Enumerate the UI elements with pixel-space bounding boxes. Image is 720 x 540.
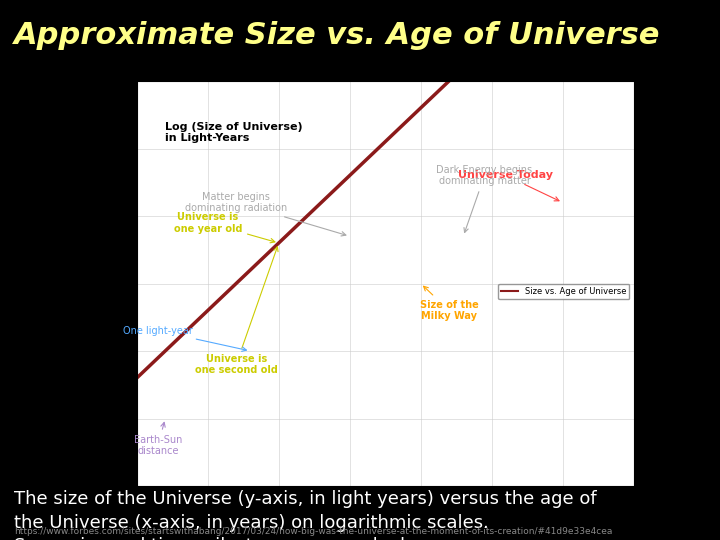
Text: Approximate Size vs. Age of Universe: Approximate Size vs. Age of Universe xyxy=(14,21,661,50)
Size vs. Age of Universe xyxy=(322,194,330,201)
Size vs. Age of Universe xyxy=(132,375,141,381)
Size vs. Age of Universe xyxy=(454,69,463,75)
Legend: Size vs. Age of Universe: Size vs. Age of Universe xyxy=(498,284,629,300)
Text: Size of the
Milky Way: Size of the Milky Way xyxy=(420,286,479,321)
Text: Universe is
one second old: Universe is one second old xyxy=(194,247,278,375)
Text: Universe is
one year old: Universe is one year old xyxy=(174,212,275,243)
Text: https://www.forbes.com/sites/startswithabang/2017/03/24/how-big-was-the-universe: https://www.forbes.com/sites/startswitha… xyxy=(14,528,613,536)
Line: Size vs. Age of Universe: Size vs. Age of Universe xyxy=(137,0,606,378)
Text: Log (Size of Universe)
in Light-Years: Log (Size of Universe) in Light-Years xyxy=(165,122,303,143)
Text: Universe Today: Universe Today xyxy=(459,171,559,201)
Size vs. Age of Universe xyxy=(506,19,515,26)
Size vs. Age of Universe xyxy=(498,28,506,34)
Text: Earth-Sun
distance: Earth-Sun distance xyxy=(134,422,182,456)
Size vs. Age of Universe xyxy=(180,329,189,336)
Text: One light-year: One light-year xyxy=(123,326,246,352)
X-axis label: Log (Age of Universe)
in Years: Log (Age of Universe) in Years xyxy=(325,511,446,532)
Text: Matter begins
dominating radiation: Matter begins dominating radiation xyxy=(185,192,346,236)
Text: Dark Energy begins
dominating matter: Dark Energy begins dominating matter xyxy=(436,165,533,232)
Size vs. Age of Universe xyxy=(339,179,348,185)
Text: The size of the Universe (y-axis, in light years) versus the age of
the Universe: The size of the Universe (y-axis, in lig… xyxy=(14,490,597,540)
